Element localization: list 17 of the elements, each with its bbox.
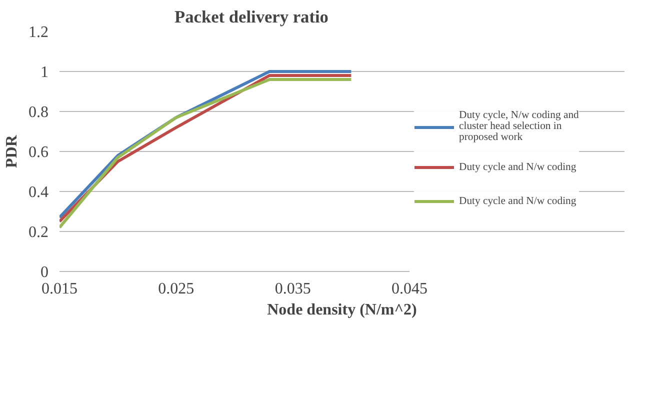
- y-tick-label: 0.4: [28, 184, 48, 201]
- y-tick-label: 1: [40, 64, 48, 81]
- x-axis-title: Node density (N/m^2): [267, 302, 417, 318]
- legend-label: Duty cycle, N/w coding and cluster head selection in proposed work: [459, 110, 579, 143]
- x-tick-label: 0.045: [392, 280, 428, 298]
- y-tick-label: 0: [40, 264, 48, 281]
- y-tick-label: 0.8: [28, 104, 48, 121]
- y-tick-label: 0.6: [28, 144, 48, 161]
- x-tick-label: 0.015: [42, 280, 78, 298]
- legend-label: Duty cycle and N/w coding: [459, 162, 576, 172]
- x-tick-label: 0.035: [274, 280, 311, 298]
- y-axis-title: PDR: [4, 134, 20, 168]
- legend-label: Duty cycle and N/w coding: [459, 196, 576, 206]
- x-tick-label: 0.025: [158, 280, 194, 298]
- chart-title: Packet delivery ratio: [174, 8, 328, 26]
- y-tick-label: 1.2: [28, 24, 48, 41]
- y-tick-label: 0.2: [28, 224, 48, 241]
